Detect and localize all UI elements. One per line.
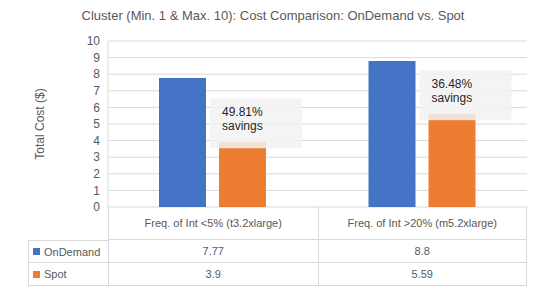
svg-text:savings: savings bbox=[432, 91, 473, 105]
html-text:3.9: 3.9 bbox=[205, 268, 221, 280]
html-text:Spot: Spot bbox=[44, 268, 67, 280]
html-text:OnDemand: OnDemand bbox=[44, 245, 101, 258]
svg-text:10: 10 bbox=[87, 34, 101, 48]
svg-text:7: 7 bbox=[93, 84, 100, 98]
html-text:8.8: 8.8 bbox=[414, 245, 430, 257]
html-text:5.59: 5.59 bbox=[411, 268, 433, 280]
svg-text:1: 1 bbox=[93, 184, 100, 198]
svg-text:savings: savings bbox=[222, 119, 263, 133]
svg-text:6: 6 bbox=[93, 101, 100, 115]
html-text:7.77: 7.77 bbox=[202, 245, 224, 257]
svg-text:49.81%: 49.81% bbox=[222, 105, 263, 119]
html-text:Freq. of Int >20% (m5.2xlarge): Freq. of Int >20% (m5.2xlarge) bbox=[347, 217, 497, 229]
svg-text:5: 5 bbox=[93, 117, 100, 131]
svg-text:9: 9 bbox=[93, 51, 100, 65]
html-text:Cluster (Min. 1 & Max. 10): Co: Cluster (Min. 1 & Max. 10): Cost Compari… bbox=[81, 8, 465, 23]
svg-text:8: 8 bbox=[93, 67, 100, 81]
svg-text:4: 4 bbox=[93, 134, 100, 148]
svg-text:Total Cost ($): Total Cost ($) bbox=[33, 88, 47, 159]
svg-text:3: 3 bbox=[93, 150, 100, 164]
svg-text:0: 0 bbox=[93, 200, 100, 214]
svg-text:2: 2 bbox=[93, 167, 100, 181]
svg-text:36.48%: 36.48% bbox=[432, 77, 473, 91]
html-text:Freq. of Int <5% (t3.2xlarge): Freq. of Int <5% (t3.2xlarge) bbox=[144, 217, 282, 229]
